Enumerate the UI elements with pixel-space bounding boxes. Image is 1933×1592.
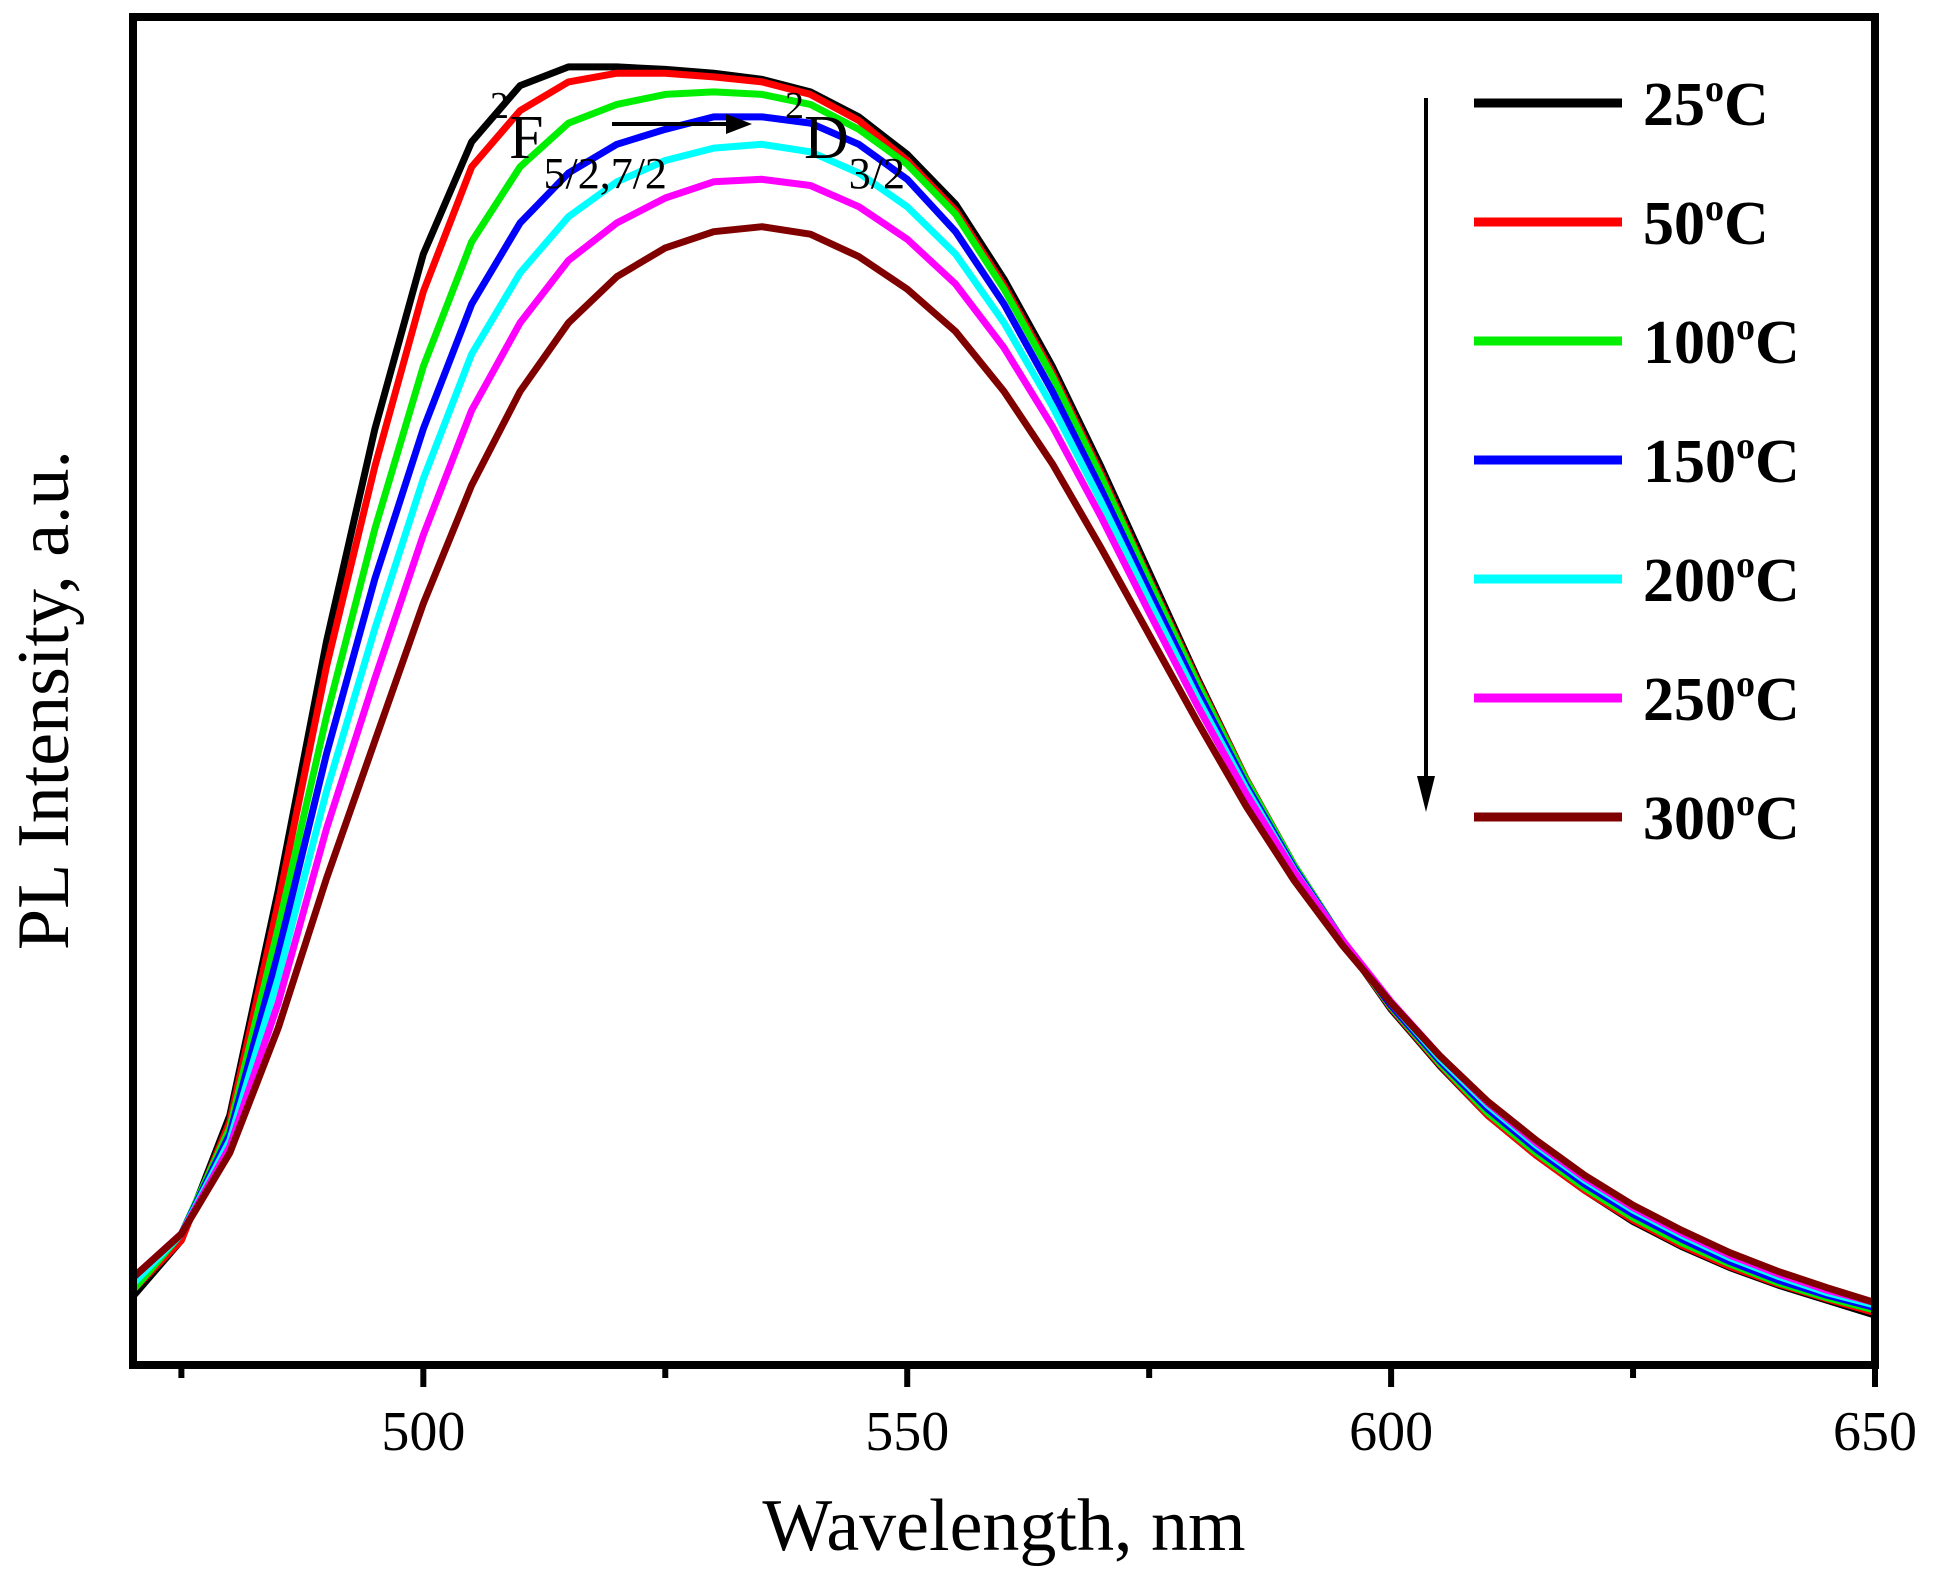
transition-arrow-head: [726, 114, 752, 134]
legend-item-150: 150oC: [1474, 425, 1800, 496]
annotation-from-main: F: [509, 104, 543, 172]
annotation-to: 2D3/2: [785, 85, 905, 198]
legend-label-50: 50oC: [1643, 187, 1769, 258]
legend-label-200: 200oC: [1643, 544, 1800, 615]
legend-item-300: 300oC: [1474, 782, 1800, 853]
x-tick-label-550: 550: [865, 1401, 949, 1463]
x-tick-label-650: 650: [1833, 1401, 1917, 1463]
legend-item-200: 200oC: [1474, 544, 1800, 615]
legend-label-25: 25oC: [1643, 68, 1769, 139]
plot-frame: [129, 13, 1879, 1369]
legend-item-250: 250oC: [1474, 663, 1800, 734]
series-line-300: [129, 223, 1879, 1307]
annotation-from: 2F5/2,7/2: [490, 85, 667, 198]
legend-label-150: 150oC: [1643, 425, 1800, 496]
x-tick-label-500: 500: [381, 1401, 465, 1463]
x-tick-label-600: 600: [1349, 1401, 1433, 1463]
annotation-to-main: D: [804, 104, 849, 172]
legend-item-100: 100oC: [1474, 306, 1800, 377]
transition-annotation: 2F5/2,7/2 2D3/2: [490, 85, 905, 198]
legend-item-25: 25oC: [1474, 68, 1769, 139]
annotation-from-sup: 2: [490, 85, 509, 127]
legend-item-50: 50oC: [1474, 187, 1769, 258]
annotation-from-sub: 5/2,7/2: [543, 149, 666, 198]
temperature-trend-arrow: [1417, 98, 1435, 812]
legend: 25oC 50oC 100oC 150oC 200oC 250oC 300oC: [1474, 68, 1800, 853]
series-line-200: [129, 140, 1879, 1309]
legend-label-300: 300oC: [1643, 782, 1800, 853]
annotation-to-sub: 3/2: [849, 149, 905, 198]
y-axis-title: PL Intensity, a.u.: [3, 450, 85, 950]
legend-label-100: 100oC: [1643, 306, 1800, 377]
x-axis-ticks: 500 550 600 650: [178, 1365, 1917, 1463]
legend-label-250: 250oC: [1643, 663, 1800, 734]
series-layer: [129, 63, 1879, 1319]
annotation-to-sup: 2: [785, 85, 804, 127]
x-axis-title: Wavelength, nm: [762, 1485, 1245, 1567]
